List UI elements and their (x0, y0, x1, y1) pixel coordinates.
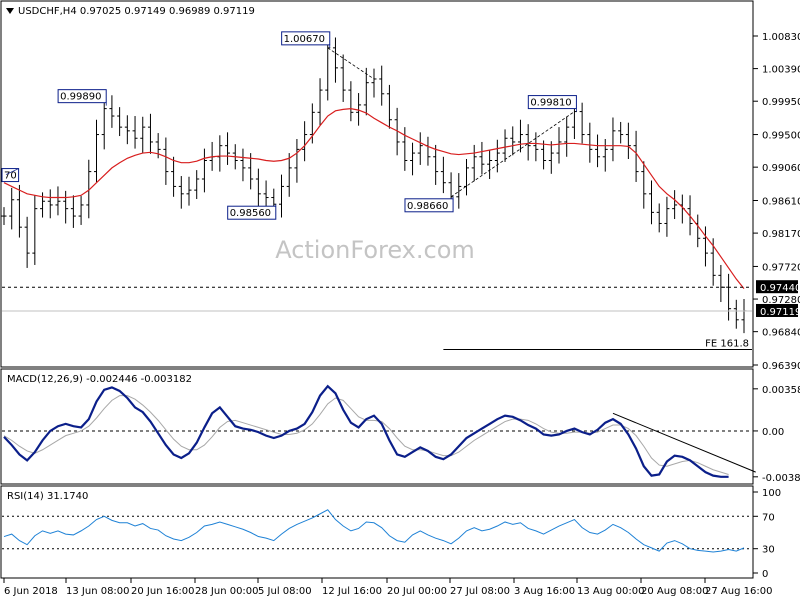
fe-level-label: FE 161.8 (705, 338, 749, 349)
time-axis-label: 20 Aug 08:00 (641, 586, 708, 597)
rsi-panel-frame (0, 485, 754, 579)
time-axis-label: 6 Jun 2018 (4, 586, 58, 597)
price-axis-label: 0.98170 (762, 229, 800, 240)
price-axis-label: 0.96840 (762, 328, 800, 339)
rsi-layer (2, 509, 752, 553)
pivot-label: 1.00670 (284, 34, 325, 45)
macd-title: MACD(12,26,9) -0.002446 -0.003182 (7, 374, 192, 385)
pivot-label-box (1, 168, 20, 183)
price-layer: FE 161.8 70 0.99890 0.98560 1.00670 0.98660 0.… (1, 31, 752, 350)
pivot-label: 0.99810 (530, 98, 571, 109)
time-axis-label: 27 Aug 16:00 (705, 586, 772, 597)
watermark: ActionForex.com (275, 236, 475, 264)
projection-line (327, 47, 375, 80)
macd-axis-label: 0.00 (762, 427, 784, 438)
chart-header: USDCHF,H4 0.97025 0.97149 0.96989 0.9711… (18, 6, 255, 17)
price-axis-label: 0.97280 (762, 295, 800, 306)
dropdown-arrow-icon[interactable] (6, 8, 14, 14)
axis-layer: 1.00830 1.00390 0.99950 0.99500 0.99060 0.986… (3, 32, 800, 597)
rsi-axis-label: 100 (762, 488, 781, 499)
macd-panel-frame (0, 368, 754, 485)
price-axis-label: 0.99950 (762, 97, 800, 108)
pivot-label-box (227, 205, 277, 220)
time-axis-label: 20 Jun 16:00 (131, 586, 195, 597)
macd-axis-label: 0.00358 (762, 385, 800, 396)
moving-average-line (3, 108, 745, 290)
rsi-line (3, 509, 745, 553)
pivot-label-box (57, 89, 107, 104)
time-axis-label: 3 Aug 16:00 (514, 586, 575, 597)
pivot-label-box (281, 31, 331, 46)
pivot-label: 0.98560 (230, 208, 271, 219)
price-badge-label: 0.97119 (760, 307, 800, 318)
pivot-label-box (404, 198, 454, 213)
macd-layer (2, 384, 756, 478)
time-axis-label: 12 Jul 16:00 (322, 586, 382, 597)
rsi-title: RSI(14) 31.1740 (7, 491, 88, 502)
macd-line (3, 384, 729, 478)
pivot-label-connector (5, 168, 19, 175)
time-axis-label: 27 Jul 08:00 (450, 586, 510, 597)
price-axis-label: 0.97720 (762, 262, 800, 273)
price-axis-label: 1.00390 (762, 65, 800, 76)
price-axis-label: 0.98610 (762, 197, 800, 208)
time-axis-label: 20 Jul 00:00 (387, 586, 447, 597)
price-badge (756, 303, 798, 317)
rsi-axis-label: 30 (762, 545, 775, 556)
pivot-label: 70 (4, 171, 17, 182)
price-badge (756, 280, 798, 294)
price-badge-label: 0.97440 (760, 283, 800, 294)
macd-trendline (612, 412, 756, 473)
price-axis-label: 0.99500 (762, 131, 800, 142)
time-axis-label: 5 Jul 08:00 (258, 586, 312, 597)
pivot-label: 0.99890 (60, 92, 101, 103)
rsi-axis-label: 70 (762, 512, 775, 523)
price-panel-frame (0, 0, 754, 368)
time-axis-label: 13 Jun 08:00 (66, 586, 130, 597)
price-axis-label: 0.96390 (762, 361, 800, 372)
pivot-label-box (527, 95, 577, 110)
pivot-label: 0.98660 (407, 201, 448, 212)
time-axis-label: 28 Jun 00:00 (195, 586, 259, 597)
macd-axis-label: -0.003899 (762, 473, 800, 484)
price-axis-label: 1.00830 (762, 32, 800, 43)
time-axis-label: 13 Aug 00:00 (577, 586, 644, 597)
price-axis-label: 0.99060 (762, 163, 800, 174)
rsi-axis-label: 0 (762, 569, 768, 580)
